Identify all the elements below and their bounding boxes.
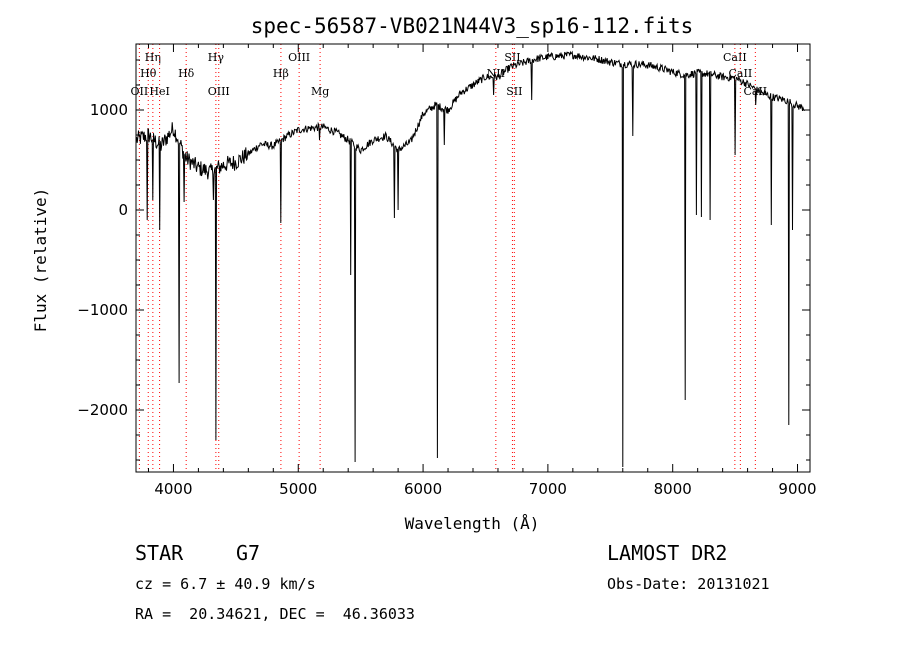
line-marker-label: HeI <box>149 85 169 98</box>
line-marker-label: OIII <box>288 51 310 64</box>
x-axis-label: Wavelength (Å) <box>405 514 540 533</box>
y-axis-label: Flux (relative) <box>31 188 50 333</box>
line-marker-label: OIII <box>208 85 230 98</box>
line-marker-label: Hβ <box>273 67 289 80</box>
line-marker-label: Hδ <box>178 67 195 80</box>
line-marker-label: SII <box>506 85 522 98</box>
redshift-text: cz = 6.7 ± 40.9 km/s <box>135 575 316 593</box>
line-marker-label: Hη <box>145 51 161 64</box>
chart-title: spec-56587-VB021N44V3_sp16-112.fits <box>251 14 694 38</box>
line-marker-label: Hθ <box>140 67 157 80</box>
emission-line-markers: OIIHθHηHeIHδHγOIIIHβOIIIMgNIISIISIICaIIC… <box>131 44 767 472</box>
x-tick-label: 8000 <box>654 480 692 498</box>
coordinates: RA = 20.34621, DEC = 46.36033 <box>135 605 415 623</box>
object-subclass: G7 <box>236 541 261 565</box>
survey-name: LAMOST DR2 <box>607 541 728 565</box>
y-tick-label: −1000 <box>77 301 128 319</box>
plot-frame <box>135 43 811 473</box>
line-marker-label: Hγ <box>208 51 225 64</box>
line-marker-label: SII <box>504 51 520 64</box>
spectrum-line <box>136 50 806 468</box>
x-tick-label: 9000 <box>778 480 816 498</box>
y-tick-label: −2000 <box>77 401 128 419</box>
line-marker-label: CaII <box>723 51 747 64</box>
x-tick-label: 4000 <box>154 480 192 498</box>
x-tick-label: 6000 <box>404 480 442 498</box>
line-marker-label: Mg <box>311 85 329 98</box>
line-marker-label: OII <box>131 85 149 98</box>
object-class: STAR <box>135 541 184 565</box>
y-tick-label: 0 <box>118 201 128 219</box>
x-tick-label: 7000 <box>529 480 567 498</box>
obs-date: Obs-Date: 20131021 <box>607 575 770 593</box>
x-axis: 4000 5000 6000 7000 8000 9000 <box>147 44 817 498</box>
y-axis: 1000 0 −1000 −2000 <box>77 59 810 461</box>
x-tick-label: 5000 <box>279 480 317 498</box>
y-tick-label: 1000 <box>90 101 128 119</box>
